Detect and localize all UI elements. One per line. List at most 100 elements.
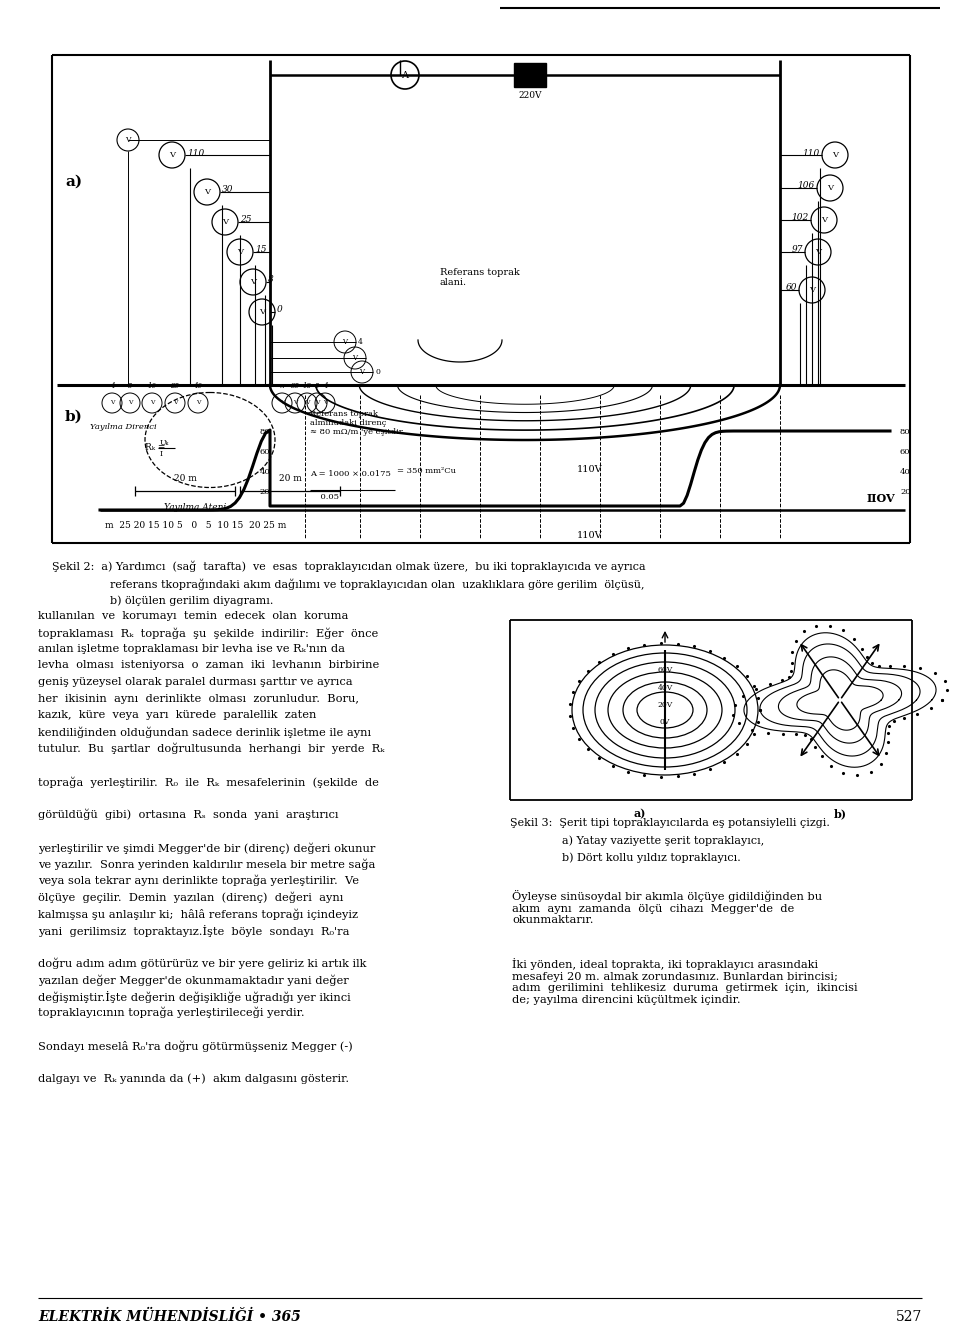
- Text: kendiliğinden olduğundan sadece derinlik işletme ile aynı: kendiliğinden olduğundan sadece derinlik…: [38, 727, 372, 739]
- Text: ve yazılır.  Sonra yerinden kaldırılır mesela bir metre sağa: ve yazılır. Sonra yerinden kaldırılır me…: [38, 858, 375, 870]
- Text: 30: 30: [222, 185, 233, 195]
- Text: V: V: [250, 278, 256, 286]
- Text: m  25 20 15 10 5   0   5  10 15  20 25 m: m 25 20 15 10 5 0 5 10 15 20 25 m: [105, 521, 286, 529]
- Text: yerleştirilir ve şimdi Megger'de bir (direnç) değeri okunur: yerleştirilir ve şimdi Megger'de bir (di…: [38, 842, 375, 854]
- Text: kullanılan  ve  korumayı  temin  edecek  olan  koruma: kullanılan ve korumayı temin edecek olan…: [38, 611, 348, 620]
- Text: b): b): [833, 808, 847, 819]
- Text: V: V: [279, 400, 284, 406]
- Text: V: V: [150, 400, 155, 406]
- Text: V: V: [204, 188, 210, 196]
- Text: 20: 20: [259, 488, 270, 496]
- Text: 5: 5: [315, 381, 320, 389]
- Text: V: V: [352, 355, 357, 363]
- Text: toprağa  yerleştirilir.  R₀  ile  Rₖ  mesafelerinin  (şekilde  de: toprağa yerleştirilir. R₀ ile Rₖ mesafel…: [38, 776, 379, 787]
- Text: V: V: [237, 248, 243, 257]
- Text: Yayılma Ateni: Yayılma Ateni: [164, 504, 227, 513]
- Text: A: A: [401, 70, 409, 79]
- Text: 25: 25: [240, 215, 252, 224]
- Text: 4: 4: [109, 381, 114, 389]
- Text: 110: 110: [187, 149, 204, 157]
- Text: 40: 40: [900, 467, 911, 475]
- Text: yani  gerilimsiz  topraktayız.İşte  böyle  sondayı  R₀'ra: yani gerilimsiz topraktayız.İşte böyle s…: [38, 924, 349, 936]
- Text: 18: 18: [302, 381, 311, 389]
- Text: a): a): [634, 808, 646, 819]
- Text: 0.05: 0.05: [310, 493, 339, 501]
- Text: V: V: [343, 338, 348, 346]
- Text: a): a): [65, 175, 83, 189]
- Text: V: V: [359, 368, 365, 376]
- Bar: [514, 63, 546, 87]
- Text: topraklayıcının toprağa yerleştirileceği yerdir.: topraklayıcının toprağa yerleştirileceği…: [38, 1007, 304, 1018]
- Text: I: I: [160, 450, 163, 458]
- Text: her  ikisinin  aynı  derinlikte  olması  zorunludur.  Boru,: her ikisinin aynı derinlikte olması zoru…: [38, 693, 359, 704]
- Text: 110: 110: [803, 149, 820, 157]
- Text: V: V: [196, 400, 201, 406]
- Text: 80: 80: [259, 428, 270, 436]
- Text: V: V: [832, 150, 838, 158]
- Text: V: V: [821, 216, 827, 224]
- Text: 40V: 40V: [658, 684, 673, 692]
- Text: 20 m: 20 m: [278, 474, 301, 483]
- Text: Referans toprak
almınudaki direnç
≈ 80 mΩ/m 'ye eşitdir.: Referans toprak almınudaki direnç ≈ 80 m…: [310, 410, 404, 436]
- Text: kazık,  küre  veya  yarı  kürede  paralellik  zaten: kazık, küre veya yarı kürede paralellik …: [38, 710, 317, 720]
- Text: A = 1000 × 0.0175: A = 1000 × 0.0175: [310, 470, 391, 478]
- Text: 4: 4: [358, 338, 363, 346]
- Text: 106: 106: [798, 181, 815, 191]
- Text: doğru adım adım götürürüz ve bir yere geliriz ki artık ilk: doğru adım adım götürürüz ve bir yere ge…: [38, 958, 367, 970]
- Text: 0V: 0V: [660, 719, 670, 727]
- Text: = 350 mm²Cu: = 350 mm²Cu: [397, 467, 456, 475]
- Text: Öyleyse sinüsoydal bir akımla ölçüye gidildiğinden bu
akım  aynı  zamanda  ölçü : Öyleyse sinüsoydal bir akımla ölçüye gid…: [512, 890, 822, 925]
- Text: veya sola tekrar aynı derinlikte toprağa yerleştirilir.  Ve: veya sola tekrar aynı derinlikte toprağa…: [38, 876, 359, 886]
- Text: tutulur.  Bu  şartlar  doğrultusunda  herhangi  bir  yerde  Rₖ: tutulur. Bu şartlar doğrultusunda herhan…: [38, 743, 384, 755]
- Text: 40: 40: [259, 467, 270, 475]
- Text: 40: 40: [194, 381, 203, 389]
- Text: V: V: [259, 308, 265, 316]
- Text: V: V: [323, 400, 327, 406]
- Text: 60: 60: [900, 449, 910, 457]
- Text: 8: 8: [268, 275, 274, 285]
- Text: Sondayı meselâ R₀'ra doğru götürmüşseniz Megger (-): Sondayı meselâ R₀'ra doğru götürmüşseniz…: [38, 1039, 352, 1052]
- Text: V: V: [809, 286, 815, 294]
- Text: 220V: 220V: [518, 91, 541, 99]
- Text: 25: 25: [171, 381, 180, 389]
- Text: 20V: 20V: [658, 701, 673, 709]
- Text: 20 m: 20 m: [174, 474, 197, 483]
- Text: 0: 0: [375, 368, 380, 376]
- Text: referans tkoprağındaki akım dağılımı ve topraklayıcıdan olan  uzaklıklara göre g: referans tkoprağındaki akım dağılımı ve …: [110, 577, 644, 590]
- Text: Şekil 3:  Şerit tipi topraklayıcılarda eş potansiylelli çizgi.: Şekil 3: Şerit tipi topraklayıcılarda eş…: [510, 818, 829, 829]
- Text: değişmiştir.İşte değerin değişikliğe uğradığı yer ikinci: değişmiştir.İşte değerin değişikliğe uğr…: [38, 991, 350, 1002]
- Text: Yayılma Direnci: Yayılma Direnci: [90, 423, 156, 431]
- Text: V: V: [125, 136, 131, 144]
- Text: 110V: 110V: [577, 466, 603, 474]
- Text: geniş yüzeysel olarak paralel durması şarttır ve ayrıca: geniş yüzeysel olarak paralel durması şa…: [38, 677, 352, 688]
- Text: n: n: [279, 381, 284, 389]
- Text: V: V: [293, 400, 298, 406]
- Text: 15: 15: [255, 246, 267, 255]
- Text: b) ölçülen gerilim diyagramı.: b) ölçülen gerilim diyagramı.: [110, 595, 274, 606]
- Text: V: V: [827, 184, 833, 192]
- Text: 110V: 110V: [577, 530, 603, 540]
- Text: V: V: [315, 400, 320, 406]
- Text: 97: 97: [791, 246, 803, 255]
- Text: görüldüğü  gibi)  ortasına  Rₛ  sonda  yani  araştırıcı: görüldüğü gibi) ortasına Rₛ sonda yani a…: [38, 808, 339, 821]
- Text: 102: 102: [792, 214, 809, 223]
- Text: 60V: 60V: [658, 666, 673, 674]
- Text: V: V: [128, 400, 132, 406]
- Text: 20: 20: [900, 488, 910, 496]
- Text: 10: 10: [148, 381, 156, 389]
- Text: topraklaması  Rₖ  toprağa  şu  şekilde  indirilir:  Eğer  önce: topraklaması Rₖ toprağa şu şekilde indir…: [38, 627, 378, 639]
- Text: dalgayı ve  Rₖ yanında da (+)  akım dalgasını gösterir.: dalgayı ve Rₖ yanında da (+) akım dalgas…: [38, 1073, 349, 1084]
- Text: kalmışsa şu anlaşılır ki;  hâlâ referans toprağı içindeyiz: kalmışsa şu anlaşılır ki; hâlâ referans …: [38, 908, 358, 920]
- Text: anılan işletme topraklaması bir levha ise ve Rₖ'nın da: anılan işletme topraklaması bir levha is…: [38, 645, 345, 654]
- Text: V: V: [815, 248, 821, 257]
- Text: yazılan değer Megger'de okunmamaktadır yani değer: yazılan değer Megger'de okunmamaktadır y…: [38, 974, 348, 986]
- Text: b) Dört kollu yıldız topraklayıcı.: b) Dört kollu yıldız topraklayıcı.: [562, 851, 741, 862]
- Text: V: V: [169, 150, 175, 158]
- Text: İki yönden, ideal toprakta, iki topraklayıcı arasındaki
mesafeyi 20 m. almak zor: İki yönden, ideal toprakta, iki toprakla…: [512, 958, 857, 1005]
- Text: 527: 527: [896, 1309, 922, 1324]
- Text: b): b): [65, 410, 83, 424]
- Text: V: V: [109, 400, 114, 406]
- Text: V: V: [304, 400, 309, 406]
- Text: V: V: [173, 400, 178, 406]
- Text: a) Yatay vaziyette şerit topraklayıcı,: a) Yatay vaziyette şerit topraklayıcı,: [562, 835, 764, 846]
